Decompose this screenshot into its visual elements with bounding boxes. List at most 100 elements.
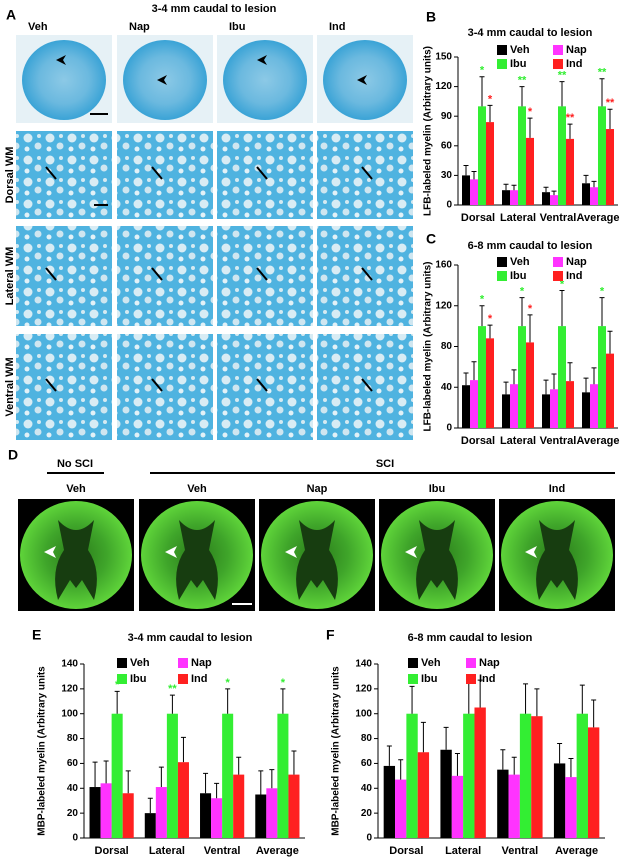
- y-tick-label: 120: [435, 300, 452, 311]
- gray-matter: [416, 520, 458, 600]
- bar: [542, 192, 550, 205]
- y-tick-label: 0: [366, 833, 372, 844]
- chart-title: 3-4 mm caudal to lesion: [128, 632, 253, 644]
- error-bar: [443, 726, 449, 750]
- bar: [531, 716, 543, 838]
- error-bar: [479, 76, 485, 107]
- cord-section: [123, 40, 207, 120]
- bar: [518, 106, 526, 205]
- arrow: [361, 267, 373, 281]
- arrowhead: [56, 55, 66, 65]
- panel-title: 3-4 mm caudal to lesion: [152, 3, 277, 15]
- bar: [89, 787, 101, 838]
- arrow: [151, 166, 163, 180]
- bar: [211, 798, 223, 838]
- bar: [470, 179, 478, 205]
- legend-swatch: [497, 257, 507, 267]
- y-tick-label: 120: [355, 683, 372, 694]
- chart-title: 6-8 mm caudal to lesion: [408, 632, 533, 644]
- bar: [566, 381, 574, 428]
- bar: [582, 392, 590, 428]
- bar: [550, 195, 558, 205]
- error-bar: [568, 757, 574, 778]
- error-bar: [599, 297, 605, 327]
- arrowhead: [165, 546, 177, 558]
- wm-image: [217, 334, 313, 440]
- y-tick-label: 0: [446, 200, 452, 211]
- group-label: No SCI: [57, 458, 93, 470]
- bar: [598, 106, 606, 205]
- error-bar: [527, 117, 533, 138]
- error-bar: [487, 104, 493, 123]
- error-bar: [591, 180, 597, 188]
- y-tick-label: 140: [61, 659, 78, 670]
- error-bar: [92, 761, 98, 788]
- bar: [177, 762, 189, 838]
- x-tick-label: Average: [576, 435, 619, 447]
- legend-label: Ind: [479, 673, 496, 685]
- significance: *: [115, 679, 120, 691]
- arrow: [151, 267, 163, 281]
- significance: *: [480, 294, 485, 306]
- legend-swatch: [553, 59, 563, 69]
- significance: **: [558, 70, 567, 82]
- bar: [155, 787, 167, 838]
- significance: *: [281, 677, 286, 689]
- bar: [144, 813, 156, 838]
- column-label: Veh: [28, 21, 48, 33]
- bar: [462, 385, 470, 428]
- legend-swatch: [497, 59, 507, 69]
- group-label: SCI: [376, 458, 394, 470]
- y-tick-label: 20: [361, 808, 373, 819]
- error-bar: [477, 679, 483, 708]
- significance: *: [560, 278, 565, 290]
- arrowhead: [285, 546, 297, 558]
- legend-label: Ind: [191, 673, 208, 685]
- bar: [526, 342, 534, 428]
- legend-label: Ind: [566, 270, 583, 282]
- panel-label: C: [426, 231, 436, 247]
- chart-title: 3-4 mm caudal to lesion: [468, 27, 593, 39]
- bar: [451, 775, 464, 838]
- bar: [200, 793, 212, 838]
- y-axis-label: LFB-labeled myelin (Arbitrary units): [423, 46, 434, 216]
- significance: **: [518, 75, 527, 87]
- error-bar: [559, 289, 565, 327]
- y-tick-label: 160: [435, 260, 452, 271]
- significance: *: [528, 303, 533, 315]
- x-tick-label: Dorsal: [95, 845, 129, 857]
- bar: [463, 713, 475, 838]
- x-tick-label: Average: [555, 845, 598, 857]
- error-bar: [471, 170, 477, 180]
- bar: [233, 774, 245, 838]
- significance: **: [566, 112, 575, 124]
- legend-swatch: [553, 271, 563, 281]
- error-bar: [487, 324, 493, 339]
- bar: [550, 389, 558, 428]
- error-bar: [258, 770, 264, 795]
- significance: *: [226, 677, 231, 689]
- x-tick-label: Average: [256, 845, 299, 857]
- legend-swatch: [466, 674, 476, 684]
- panel-label: E: [32, 627, 41, 643]
- bar: [486, 338, 494, 428]
- bar: [553, 763, 566, 838]
- y-tick-label: 30: [441, 170, 453, 181]
- significance: **: [168, 683, 177, 695]
- error-bar: [291, 750, 297, 775]
- y-tick-label: 40: [67, 783, 79, 794]
- error-bar: [479, 305, 485, 327]
- bar: [462, 175, 470, 205]
- error-bar: [225, 688, 231, 714]
- gray-matter: [296, 520, 338, 600]
- error-bar: [214, 782, 220, 799]
- bar: [582, 183, 590, 205]
- error-bar: [409, 685, 415, 714]
- significance: *: [488, 93, 493, 105]
- chart-title: 6-8 mm caudal to lesion: [468, 240, 593, 252]
- legend-swatch: [497, 271, 507, 281]
- panel-label: A: [6, 7, 16, 23]
- cord-section: [323, 40, 407, 120]
- error-bar: [236, 756, 242, 775]
- error-bar: [559, 81, 565, 107]
